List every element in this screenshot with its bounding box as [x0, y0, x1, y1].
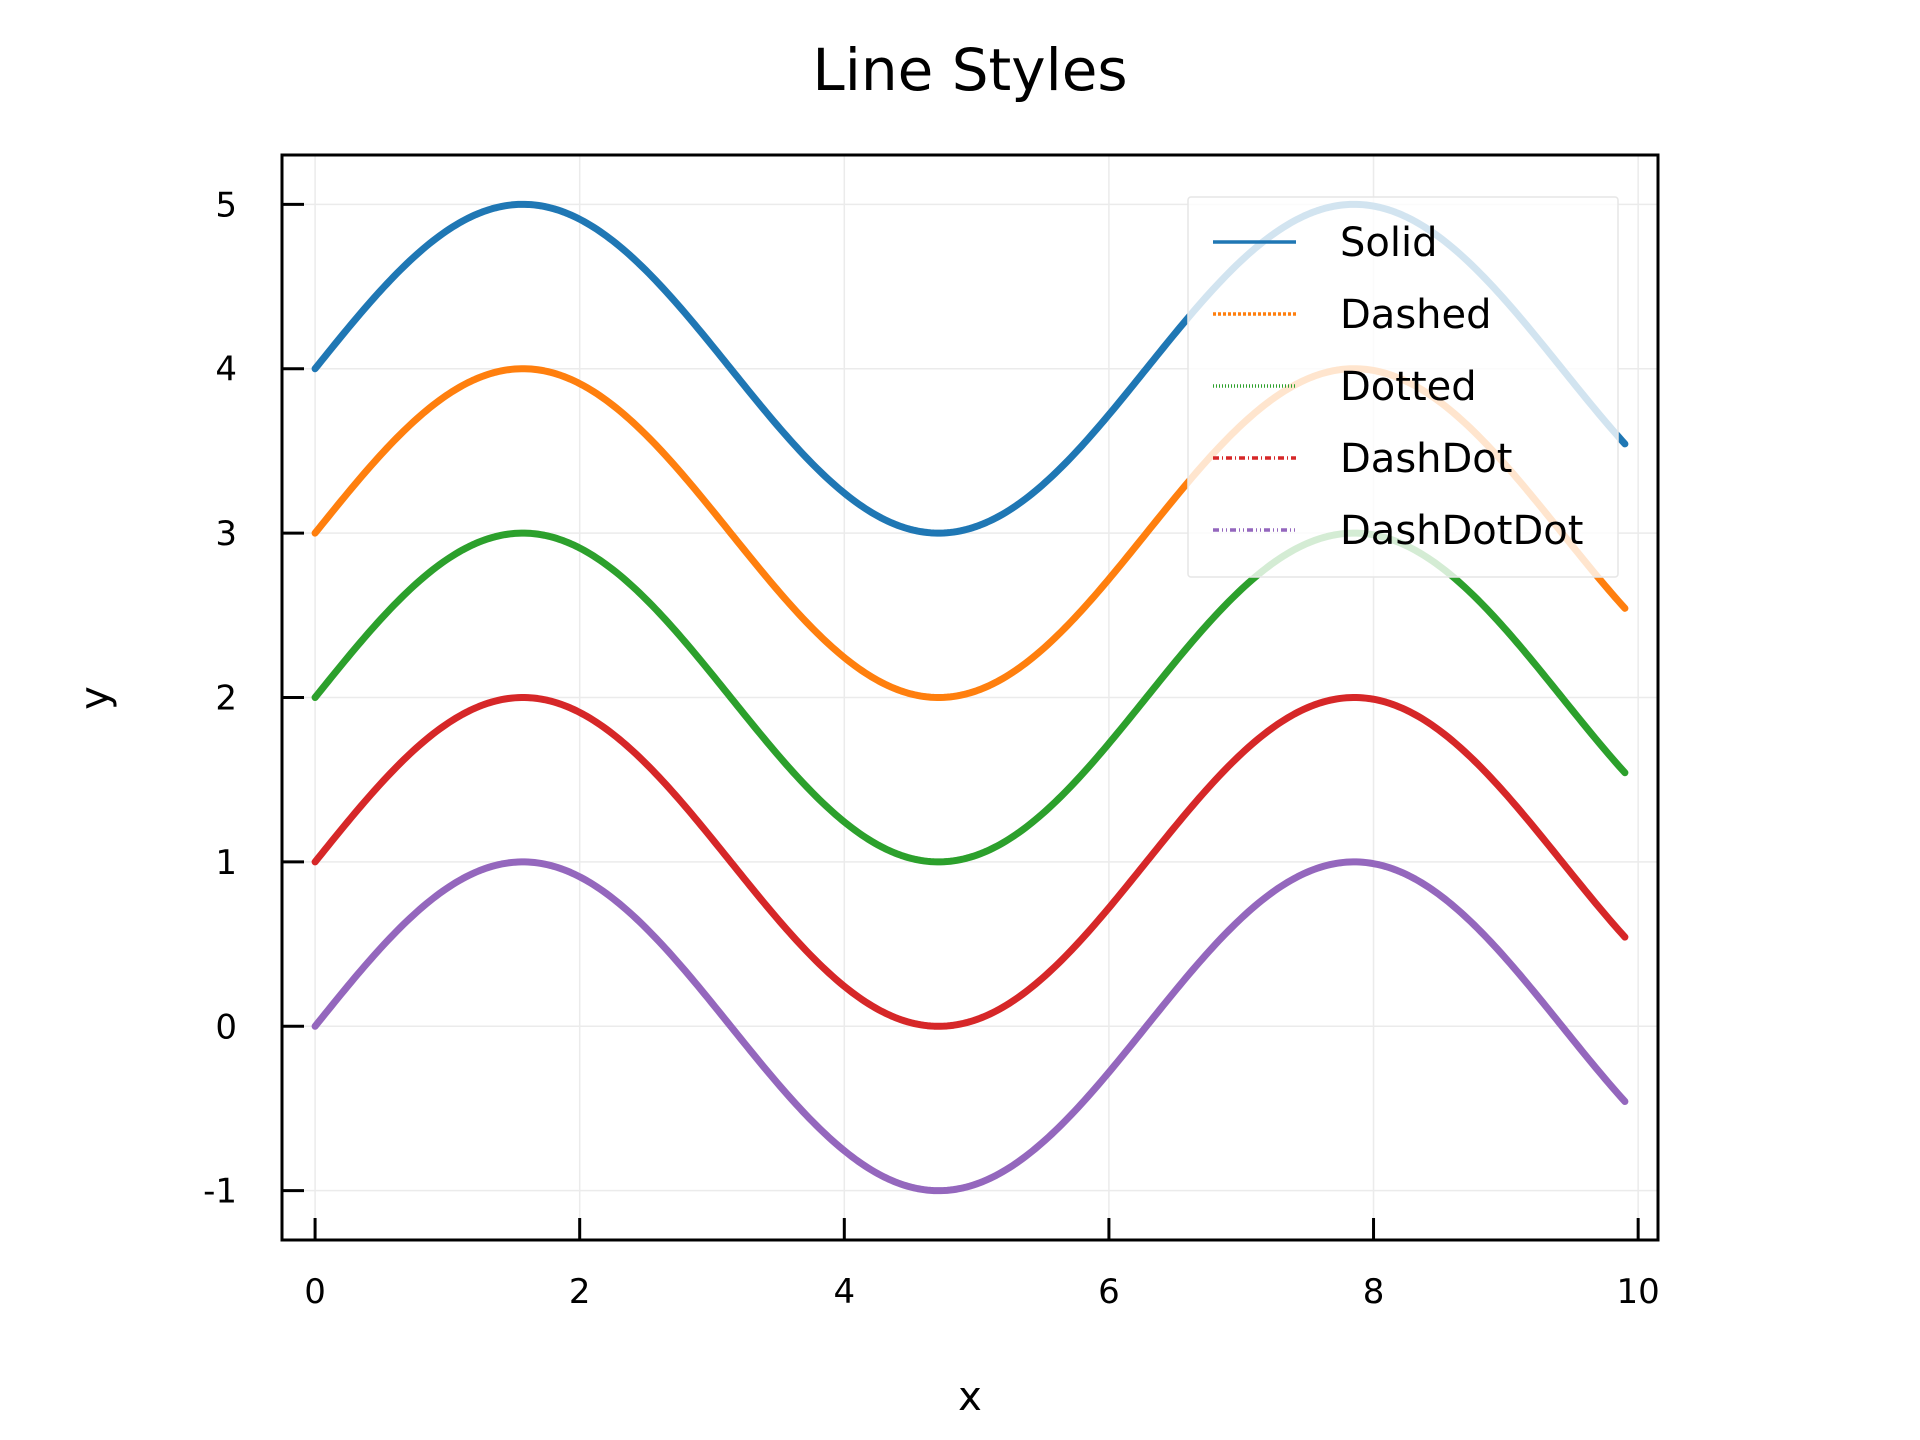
x-tick-label: 8 — [1363, 1272, 1385, 1312]
y-tick-label: 4 — [215, 350, 237, 390]
x-tick-label: 2 — [569, 1272, 591, 1312]
legend-label: DashDot — [1340, 436, 1512, 482]
y-axis-label: y — [72, 686, 118, 710]
x-tick-label: 4 — [833, 1272, 855, 1312]
x-tick-label: 6 — [1098, 1272, 1120, 1312]
y-tick-label: 0 — [215, 1007, 237, 1047]
legend-label: DashDotDot — [1340, 508, 1583, 554]
legend-label: Dotted — [1340, 364, 1477, 410]
series-line-dashdotdot — [311, 858, 1629, 1195]
y-tick-label: 3 — [215, 514, 237, 554]
y-tick-label: 5 — [215, 185, 237, 225]
legend-label: Dashed — [1340, 292, 1492, 338]
series-line-dashdot — [311, 694, 1629, 1030]
x-axis-label: x — [958, 1374, 982, 1420]
y-tick-label: -1 — [203, 1172, 237, 1212]
chart-title: Line Styles — [812, 36, 1127, 104]
y-tick-label: 2 — [215, 679, 237, 719]
y-tick-label: 1 — [215, 843, 237, 883]
legend: Solid Dashed Dotted DashDot DashDotDot — [1187, 196, 1619, 578]
ticks: 0 2 4 6 8 10 -1 0 1 2 3 4 5 — [203, 185, 1660, 1312]
x-tick-label: 10 — [1617, 1272, 1660, 1312]
legend-box — [1187, 196, 1619, 578]
legend-label: Solid — [1340, 220, 1437, 266]
x-tick-label: 0 — [304, 1272, 326, 1312]
